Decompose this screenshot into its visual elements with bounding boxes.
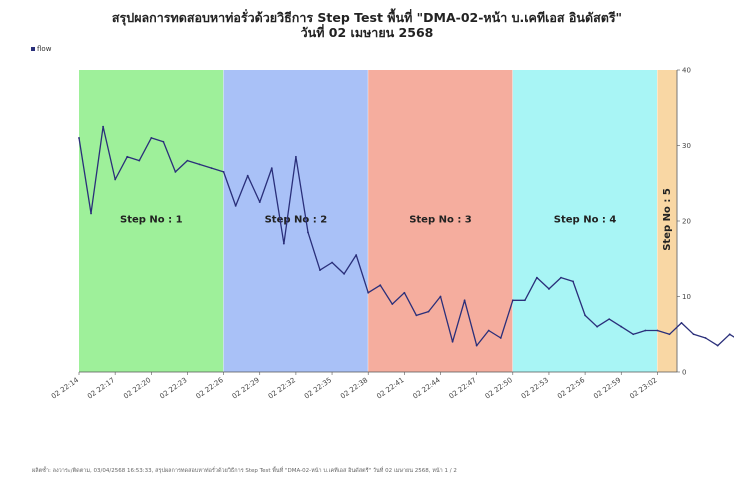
- flow-point: [355, 254, 358, 256]
- flow-point: [608, 318, 611, 321]
- flow-point: [198, 163, 201, 166]
- y-tick-label: 20: [682, 218, 691, 226]
- step-band-5: [657, 70, 677, 372]
- flow-point: [295, 155, 297, 158]
- x-tick-label: 02 22:29: [231, 376, 261, 401]
- flow-point: [331, 261, 333, 264]
- flow-point: [572, 280, 574, 283]
- flow-point: [584, 314, 586, 317]
- flow-point: [692, 333, 695, 336]
- flow-point: [487, 329, 490, 332]
- flow-point: [704, 337, 707, 339]
- y-tick-labels: 0 10 20 30 40: [677, 67, 691, 377]
- flow-point: [439, 295, 442, 298]
- x-tick-label: 02 22:20: [122, 376, 152, 401]
- flow-point: [391, 303, 394, 305]
- flow-point: [270, 167, 273, 170]
- flow-point: [102, 125, 104, 128]
- y-tick-label: 40: [682, 67, 691, 75]
- flow-point: [90, 212, 92, 215]
- step-band-2: [223, 70, 369, 372]
- flow-point: [415, 314, 418, 317]
- flow-point: [162, 140, 165, 143]
- chart-title: สรุปผลการทดสอบหาท่อรั่วด้วยวิธีการ Step …: [111, 10, 623, 25]
- flow-point: [475, 344, 478, 347]
- flow-point: [463, 299, 466, 302]
- flow-point: [451, 340, 454, 343]
- flow-point: [511, 299, 514, 302]
- step-label-1: Step No : 1: [120, 214, 183, 225]
- x-tick-label: 02 22:59: [592, 376, 622, 401]
- legend-label: flow: [37, 45, 52, 53]
- step-band-1: [79, 70, 224, 372]
- flow-point: [319, 269, 321, 271]
- y-tick-label: 10: [682, 293, 691, 301]
- footer-text: ผลิตซ้ำ: ลงวาระ/ติดตาม, 03/04/2568 16:53…: [32, 468, 457, 474]
- y-tick-label: 0: [682, 369, 686, 377]
- flow-point: [222, 171, 225, 173]
- x-tick-label: 02 22:53: [520, 376, 550, 401]
- y-tick-label: 30: [682, 142, 691, 150]
- flow-point: [138, 159, 141, 162]
- series-flow: [78, 125, 734, 347]
- flow-point: [150, 137, 153, 139]
- step-bands: [79, 70, 678, 372]
- x-tick-label: 02 22:41: [375, 376, 405, 401]
- flow-point: [680, 322, 683, 324]
- flow-point: [174, 171, 177, 173]
- flow-point: [246, 174, 249, 177]
- flow-point: [210, 167, 213, 170]
- x-tick-label: 02 22:14: [50, 376, 81, 401]
- x-tick-label: 02 22:38: [339, 376, 369, 401]
- flow-point: [258, 201, 261, 204]
- flow-point: [234, 205, 237, 207]
- flow-point: [560, 276, 562, 279]
- flow-point: [548, 288, 550, 290]
- x-tick-label: 02 22:32: [267, 376, 297, 401]
- step-band-4: [512, 70, 658, 372]
- flow-point: [282, 242, 285, 245]
- x-tick-label: 02 22:17: [86, 376, 116, 401]
- flow-point: [656, 329, 659, 332]
- flow-point: [78, 137, 80, 139]
- legend-swatch: [31, 47, 35, 51]
- flow-point: [523, 299, 526, 302]
- step-label-3: Step No : 3: [409, 214, 472, 225]
- step-label-2: Step No : 2: [265, 214, 328, 225]
- flow-point: [379, 284, 382, 287]
- flow-point: [596, 325, 599, 328]
- x-tick-label: 02 22:50: [484, 376, 514, 401]
- x-tick-label: 02 22:44: [411, 376, 442, 401]
- x-tick-label: 02 23:02: [628, 376, 658, 401]
- flow-point: [367, 291, 370, 294]
- x-tick-label: 02 22:35: [303, 376, 333, 401]
- flow-point: [126, 155, 129, 158]
- flow-point: [728, 333, 731, 336]
- flow-point: [716, 344, 719, 347]
- step-label-4: Step No : 4: [554, 214, 617, 225]
- chart-subtitle: วันที่ 02 เมษายน 2568: [300, 25, 434, 40]
- flow-point: [343, 272, 345, 275]
- x-tick-label: 02 22:47: [448, 376, 478, 401]
- step-band-3: [368, 70, 513, 372]
- flow-point: [499, 337, 502, 339]
- flow-point: [644, 329, 647, 332]
- x-tick-labels: 02 22:14 02 22:17 02 22:20 02 22:23 02 22:26…: [50, 372, 659, 401]
- step-labels: Step No : 1 Step No : 2 Step No : 3 Step No…: [120, 188, 673, 251]
- flow-point: [114, 178, 117, 181]
- x-tick-label: 02 22:56: [556, 376, 587, 401]
- flow-point: [536, 276, 538, 279]
- step-label-5: Step No : 5: [662, 188, 673, 251]
- x-tick-label: 02 22:23: [158, 376, 188, 401]
- flow-point: [668, 333, 671, 336]
- flow-point: [186, 159, 189, 162]
- flow-point: [620, 325, 623, 328]
- legend: flow: [31, 45, 51, 53]
- x-tick-label: 02 22:26: [195, 376, 226, 401]
- flow-point: [427, 310, 430, 313]
- flow-point: [403, 291, 406, 294]
- flow-point: [307, 231, 309, 234]
- flow-point: [632, 333, 635, 336]
